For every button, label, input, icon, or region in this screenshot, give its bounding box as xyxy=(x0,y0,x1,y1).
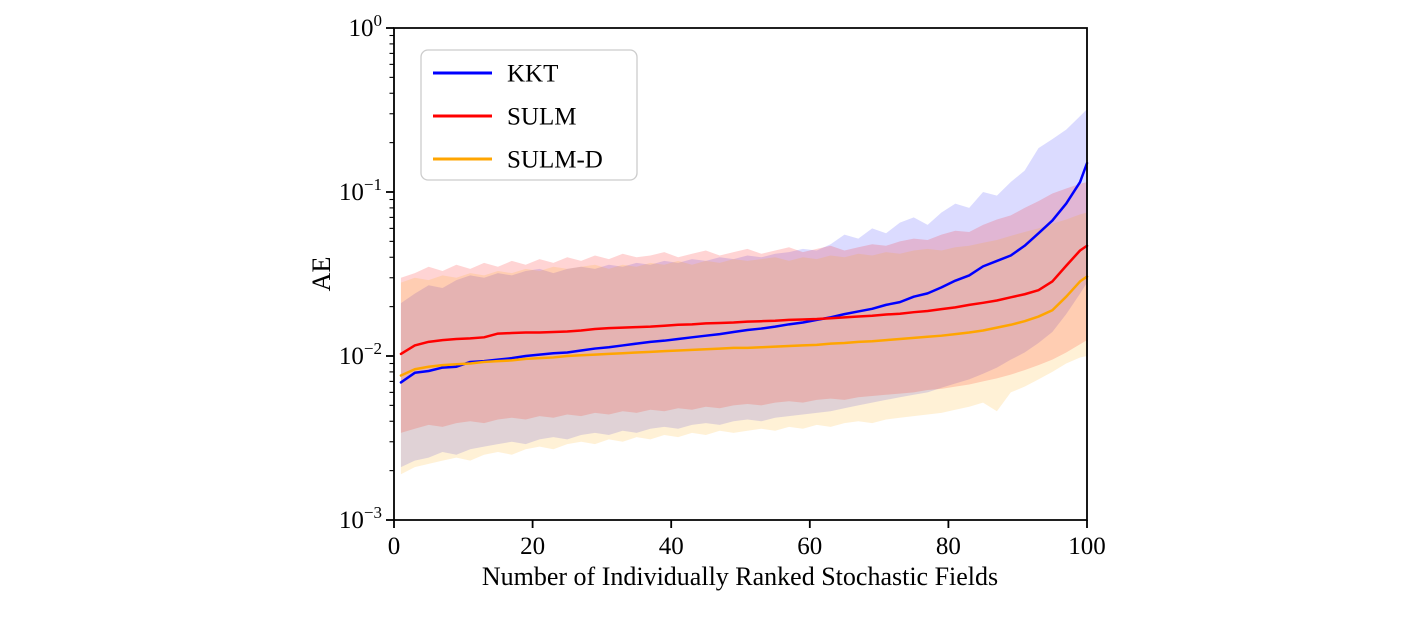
series-lines xyxy=(399,161,1089,384)
x-tick-label: 80 xyxy=(936,533,961,560)
tick-labels: 0 20 40 60 80 100 100 10−1 10−2 10−3 xyxy=(339,11,1106,560)
legend-label-sulm-d: SULM-D xyxy=(507,147,603,174)
band-sulm xyxy=(400,182,1087,433)
x-axis-label: Number of Individually Ranked Stochastic… xyxy=(482,562,998,591)
legend-label-sulm: SULM xyxy=(507,104,576,131)
x-tick-label: 0 xyxy=(388,533,401,560)
x-tick-label: 100 xyxy=(1068,533,1106,560)
line-sulm-d xyxy=(399,275,1089,377)
x-tick-label: 60 xyxy=(797,533,822,560)
y-axis-label: AE xyxy=(307,257,336,292)
legend-box xyxy=(420,49,638,181)
axes xyxy=(386,27,1088,528)
x-tick-label: 20 xyxy=(520,533,545,560)
x-tick-label: 40 xyxy=(659,533,684,560)
y-tick-label: 10−1 xyxy=(339,175,382,206)
confidence-bands xyxy=(400,109,1087,475)
y-tick-label: 100 xyxy=(349,11,383,42)
legend: KKT SULM SULM-D xyxy=(420,49,638,181)
band-kkt xyxy=(400,109,1087,468)
y-tick-label: 10−3 xyxy=(339,503,382,534)
band-sulm-d xyxy=(400,212,1087,475)
y-tick-label: 10−2 xyxy=(339,339,382,370)
line-sulm xyxy=(399,244,1089,356)
line-kkt xyxy=(399,161,1089,384)
legend-label-kkt: KKT xyxy=(507,61,558,88)
